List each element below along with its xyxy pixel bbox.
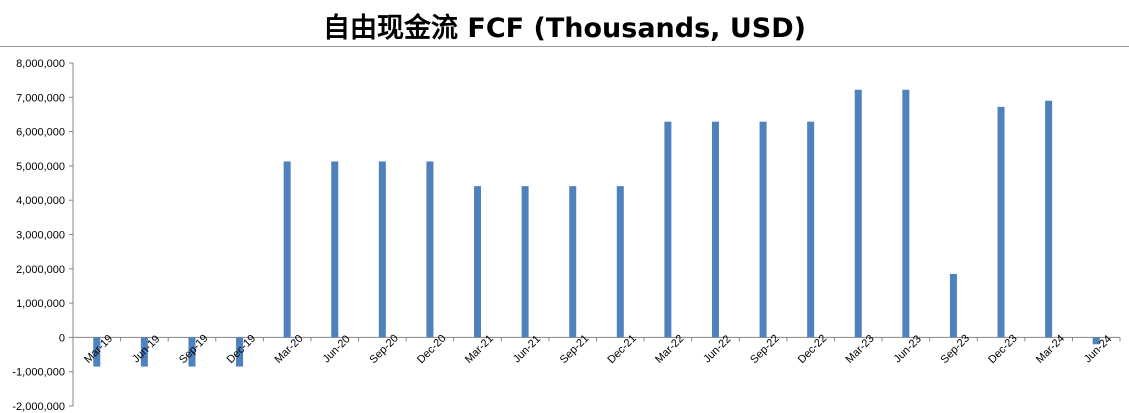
bar bbox=[711, 121, 719, 338]
bar bbox=[331, 161, 339, 338]
y-tick-label: -2,000,000 bbox=[12, 401, 65, 413]
bar bbox=[1045, 100, 1053, 338]
bar bbox=[902, 89, 910, 338]
bar bbox=[378, 161, 386, 338]
bar bbox=[949, 273, 957, 338]
bar bbox=[1092, 337, 1100, 345]
bar bbox=[283, 161, 291, 338]
bar bbox=[569, 186, 577, 338]
bar bbox=[426, 161, 434, 338]
y-tick-label: 4,000,000 bbox=[16, 195, 65, 207]
y-tick-label: 2,000,000 bbox=[16, 264, 65, 276]
y-tick-label: 1,000,000 bbox=[16, 298, 65, 310]
axes: -2,000,000 -1,000,000 0 1,000,000 2,000,000 3… bbox=[12, 58, 1121, 413]
bar bbox=[616, 186, 624, 338]
y-tick-label: 5,000,000 bbox=[16, 161, 65, 173]
bar bbox=[759, 121, 767, 338]
bar bbox=[188, 337, 196, 367]
chart-title: 自由现金流 FCF (Thousands, USD) bbox=[323, 13, 806, 44]
bar bbox=[854, 89, 862, 338]
bar bbox=[807, 121, 815, 338]
bar bbox=[140, 337, 148, 367]
bar bbox=[236, 337, 244, 367]
x-tick-label: Jun-23 bbox=[892, 333, 924, 365]
y-tick-label: -1,000,000 bbox=[12, 367, 65, 379]
title-divider bbox=[0, 46, 1129, 47]
y-tick-label: 7,000,000 bbox=[16, 92, 65, 104]
y-tick-label: 3,000,000 bbox=[16, 230, 65, 242]
bar bbox=[664, 121, 672, 338]
bar bbox=[521, 186, 529, 338]
x-tick-label: Jun-20 bbox=[320, 333, 352, 365]
y-tick-label: 6,000,000 bbox=[16, 127, 65, 139]
bar bbox=[93, 337, 101, 367]
bar bbox=[474, 186, 482, 338]
y-tick-label: 8,000,000 bbox=[16, 58, 65, 70]
y-tick-label: 0 bbox=[59, 332, 65, 344]
x-tick-label: Jun-21 bbox=[511, 333, 543, 365]
bar bbox=[997, 106, 1005, 338]
bars bbox=[93, 89, 1100, 367]
x-tick-label: Jun-22 bbox=[701, 333, 733, 365]
